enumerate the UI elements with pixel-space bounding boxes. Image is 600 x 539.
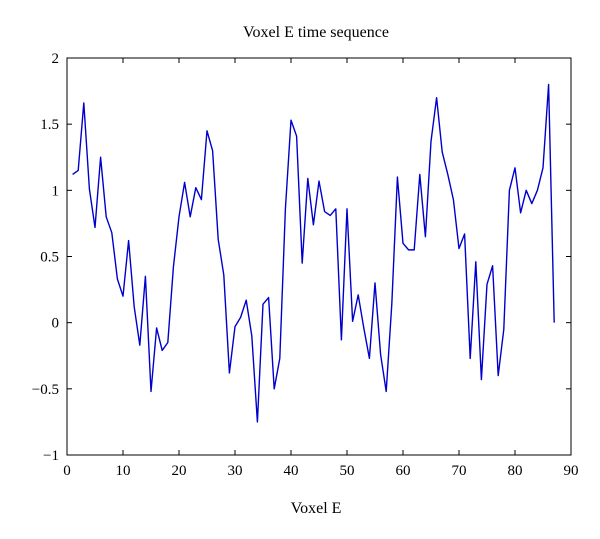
x-tick-label: 40	[284, 463, 299, 479]
x-tick-label: 30	[228, 463, 243, 479]
x-axis-label: Voxel E	[291, 500, 342, 517]
x-tick-label: 50	[340, 463, 355, 479]
y-tick-label: 1.5	[40, 117, 59, 133]
y-tick-label: −1	[43, 448, 59, 464]
series-line	[72, 83, 555, 423]
x-tick-label: 10	[116, 463, 131, 479]
y-tick-label: 1	[52, 183, 60, 199]
y-tick-label: −0.5	[32, 382, 59, 398]
chart-title: Voxel E time sequence	[243, 24, 389, 41]
x-axis: 0 10 20 30 40 50 60 70 80 90	[63, 58, 579, 479]
plot-frame	[66, 57, 572, 456]
x-tick-label: 60	[396, 463, 411, 479]
y-axis: 2 1.5 1 0.5 0 −0.5 −1	[32, 51, 571, 464]
x-tick-label: 0	[63, 463, 71, 479]
x-tick-label: 20	[172, 463, 187, 479]
x-tick-label: 70	[452, 463, 467, 479]
y-tick-label: 0	[52, 316, 60, 332]
y-tick-label: 2	[52, 51, 60, 67]
x-tick-label: 90	[564, 463, 579, 479]
y-tick-label: 0.5	[40, 250, 59, 266]
x-tick-label: 80	[508, 463, 523, 479]
